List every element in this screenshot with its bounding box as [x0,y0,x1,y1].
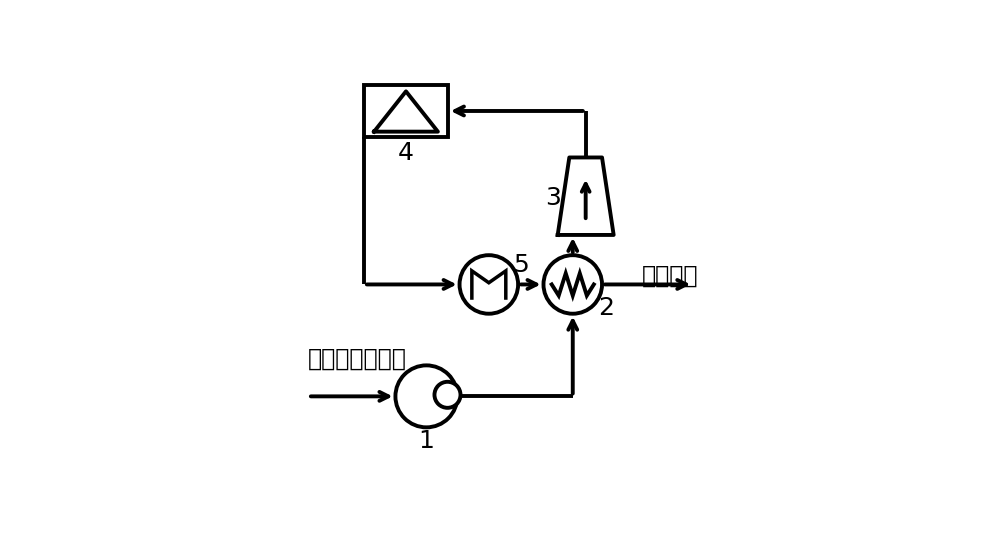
Circle shape [395,366,457,427]
Bar [364,85,448,137]
Text: 至吸附塔: 至吸附塔 [642,263,698,287]
Circle shape [434,382,461,408]
Text: 4: 4 [398,141,414,165]
Text: 1: 1 [418,429,434,453]
Text: 5: 5 [513,253,529,277]
Text: 3: 3 [545,186,561,210]
Circle shape [543,255,602,314]
Circle shape [460,255,518,314]
Text: 2: 2 [598,296,614,320]
Text: 来自脱硫塔烟气: 来自脱硫塔烟气 [308,347,407,371]
Polygon shape [558,158,614,235]
